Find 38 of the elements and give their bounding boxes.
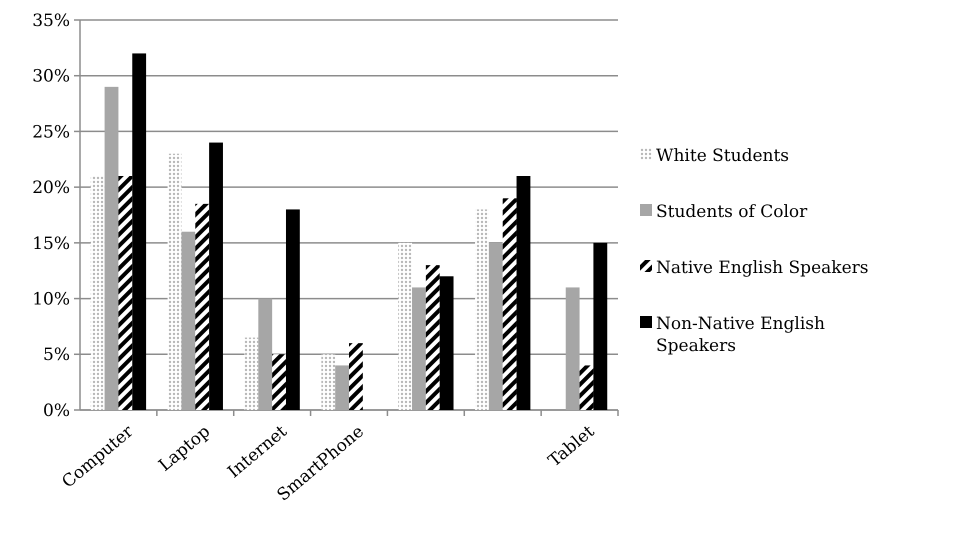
bar [349,343,363,410]
bar [566,287,580,410]
y-tick-label: 10% [32,290,70,310]
bar [104,86,118,410]
bar [258,298,272,410]
bar [335,365,349,410]
bar [426,265,440,410]
bar [502,198,517,410]
bar [118,176,132,410]
legend-label: Non-Native English Speakers [656,314,825,356]
bar [488,242,503,410]
bar [132,53,146,410]
legend-label: White Students [656,146,790,166]
bar [272,354,286,410]
bar [244,338,258,410]
bar [286,209,300,410]
bar [516,176,530,410]
y-tick-label: 5% [43,345,70,366]
bar [195,204,210,410]
legend-label: Native English Speakers [656,258,868,278]
y-tick-label: 15% [32,234,70,254]
legend-label: Students of Color [656,202,808,222]
y-tick-label: 0% [43,400,70,421]
bar [321,354,336,410]
y-tick-label: 25% [32,122,70,142]
bar [168,154,182,410]
bar [412,287,426,410]
y-tick-label: 30% [32,66,70,87]
y-tick-label: 35% [32,10,70,31]
bar [209,142,223,410]
bar [475,209,489,410]
y-tick-label: 20% [32,178,70,198]
bar [593,242,608,410]
bar [580,365,594,410]
bar [398,242,412,410]
bar [440,276,454,410]
bar [181,232,196,410]
bar [90,176,105,410]
